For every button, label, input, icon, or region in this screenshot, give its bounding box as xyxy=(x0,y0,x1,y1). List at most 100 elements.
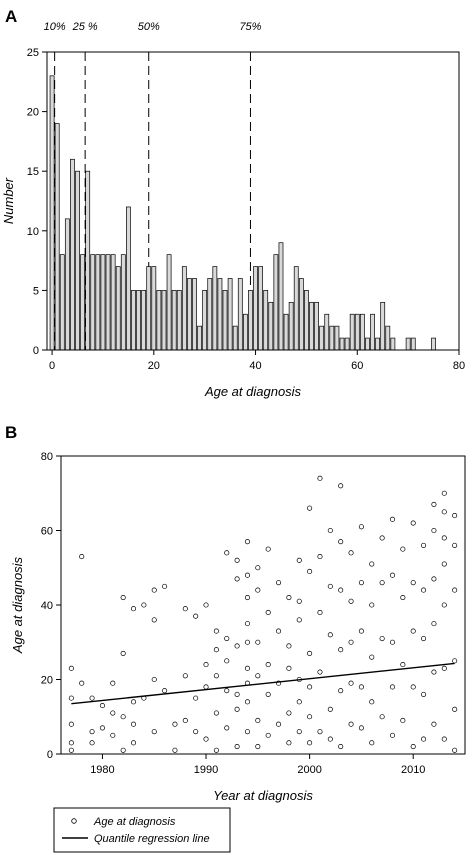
scatter-point xyxy=(68,740,74,746)
scatter-point xyxy=(265,609,271,616)
histogram-bar xyxy=(349,313,355,351)
histogram-bar xyxy=(293,266,299,351)
scatter-point xyxy=(99,703,105,709)
y-tick-label: 0 xyxy=(33,345,39,357)
x-tick-label: 80 xyxy=(453,360,465,372)
histogram-bar xyxy=(90,254,96,351)
scatter-point xyxy=(348,639,354,645)
scatter-x-axis-title: Year at diagnosis xyxy=(213,788,313,803)
scatter-point xyxy=(296,699,302,705)
histogram-bars xyxy=(49,75,436,351)
scatter-point xyxy=(110,710,116,716)
x-tick-label: 0 xyxy=(49,360,55,372)
histogram-bar xyxy=(120,254,126,351)
scatter-point xyxy=(203,736,209,742)
histogram-bar xyxy=(380,301,386,351)
scatter-point xyxy=(307,568,313,575)
y-tick-label: 15 xyxy=(27,166,39,178)
scatter-point xyxy=(400,662,406,668)
scatter-point xyxy=(172,721,178,727)
histogram-bar xyxy=(232,325,238,351)
x-tick-label: 40 xyxy=(249,360,261,372)
scatter-point xyxy=(99,725,105,731)
scatter-point xyxy=(327,632,333,638)
scatter-point xyxy=(224,658,230,664)
scatter-point xyxy=(213,647,219,653)
scatter-point xyxy=(244,572,251,578)
scatter-point xyxy=(421,691,427,697)
scatter-point xyxy=(162,688,168,694)
scatter-point xyxy=(389,732,396,738)
scatter-point xyxy=(348,721,354,727)
histogram-bar xyxy=(370,313,375,351)
histogram-bar xyxy=(334,325,340,351)
scatter-point xyxy=(327,736,333,742)
scatter-point xyxy=(203,602,209,608)
scatter-point xyxy=(89,729,95,735)
scatter-point xyxy=(400,546,406,552)
scatter-point xyxy=(255,565,261,571)
scatter-point xyxy=(130,721,137,727)
scatter-point xyxy=(369,561,375,567)
scatter-point xyxy=(120,714,126,720)
scatter-point xyxy=(317,475,323,481)
histogram-bar xyxy=(365,337,370,351)
scatter-point xyxy=(327,527,333,534)
histogram-bar xyxy=(156,290,162,351)
scatter-point xyxy=(286,594,292,601)
scatter-points xyxy=(68,475,458,753)
legend-label-points: Age at diagnosis xyxy=(93,816,176,828)
scatter-point xyxy=(452,706,458,712)
scatter-point xyxy=(307,684,313,690)
scatter-point xyxy=(244,621,251,627)
scatter-point xyxy=(224,688,230,694)
x-tick-label: 2000 xyxy=(297,764,321,776)
legend-label-line: Quantile regression line xyxy=(94,833,210,845)
histogram-bar xyxy=(222,290,228,351)
percentile-label: 25 % xyxy=(72,21,98,33)
scatter-point xyxy=(130,740,137,746)
y-tick-label: 20 xyxy=(41,675,53,687)
scatter-point xyxy=(431,501,437,507)
scatter-point xyxy=(151,729,157,735)
scatter-point xyxy=(379,580,385,586)
scatter-point xyxy=(441,736,447,742)
histogram-bar xyxy=(202,290,208,351)
scatter-point xyxy=(441,665,447,671)
scatter-point xyxy=(244,594,251,601)
histogram-bar xyxy=(105,254,111,351)
histogram-bar xyxy=(217,278,223,351)
scatter-point xyxy=(317,554,323,560)
scatter-point xyxy=(389,516,396,522)
scatter-point xyxy=(307,505,313,511)
scatter-point xyxy=(162,583,168,589)
histogram-bar xyxy=(85,170,91,351)
histogram-bar xyxy=(207,278,213,351)
scatter-point xyxy=(255,639,261,645)
histogram-bar xyxy=(314,301,319,351)
scatter-point xyxy=(441,509,447,515)
scatter-point xyxy=(151,676,157,683)
histogram-bar xyxy=(141,290,147,351)
scatter-point xyxy=(151,587,157,593)
scatter-point xyxy=(213,628,219,634)
scatter-point xyxy=(224,635,230,642)
scatter-x-ticks: 1980 1990 2000 2010 xyxy=(90,754,425,776)
scatter-point xyxy=(348,680,354,686)
scatter-point xyxy=(244,639,251,645)
histogram-bar xyxy=(359,313,365,351)
scatter-point xyxy=(224,725,230,731)
scatter-point xyxy=(182,717,188,724)
scatter-point xyxy=(441,535,447,541)
scatter-point xyxy=(338,743,344,750)
scatter-point xyxy=(286,643,292,649)
histogram-bar xyxy=(176,290,182,351)
scatter-point xyxy=(120,594,126,601)
histogram-bar xyxy=(405,337,411,351)
y-tick-label: 40 xyxy=(41,600,53,612)
scatter-point xyxy=(327,583,333,589)
scatter-point xyxy=(255,717,261,724)
y-tick-label: 80 xyxy=(41,451,53,463)
scatter-point xyxy=(244,539,251,545)
histogram-bar xyxy=(171,290,177,351)
